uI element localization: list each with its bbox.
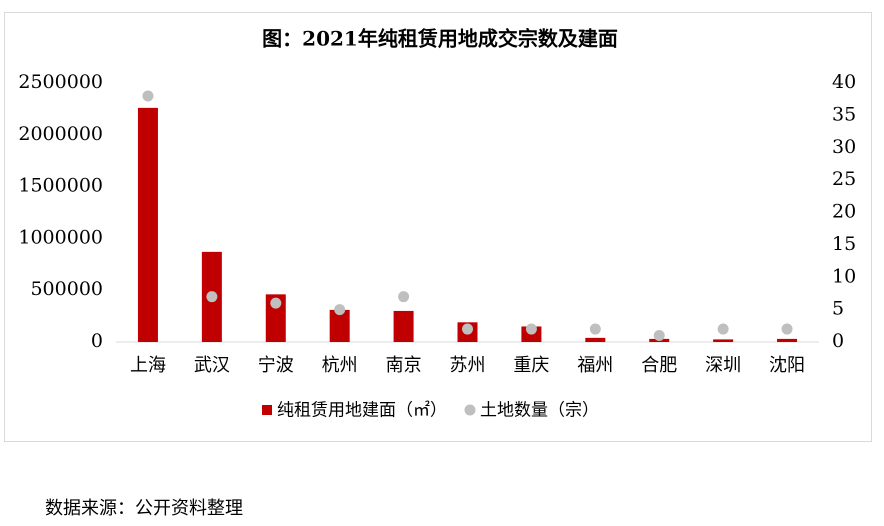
legend-swatch: [262, 405, 272, 415]
bar: [393, 310, 414, 342]
y2-tick-label: 15: [832, 233, 856, 255]
legend-label: 纯租赁用地建面（㎡）: [277, 401, 447, 421]
legend-label: 土地数量（宗）: [480, 401, 599, 421]
x-tick-label: 福州: [577, 355, 613, 376]
dot: [717, 323, 729, 335]
y-tick-label: 500000: [30, 278, 103, 300]
y-tick-label: 2500000: [18, 71, 103, 93]
bar: [137, 107, 158, 342]
bar: [585, 337, 606, 342]
x-tick-label: 上海: [130, 355, 166, 376]
y2-tick-label: 0: [832, 330, 844, 352]
y-tick-label: 0: [91, 330, 103, 352]
x-tick-label: 苏州: [450, 355, 486, 376]
x-tick-label: 武汉: [194, 355, 230, 376]
source-note: 数据来源：公开资料整理: [45, 498, 243, 519]
dot: [589, 323, 601, 335]
x-tick-label: 杭州: [322, 355, 358, 376]
y2-tick-label: 35: [832, 103, 856, 125]
bar: [265, 294, 286, 342]
dot: [525, 323, 537, 335]
dot: [270, 297, 282, 309]
y-tick-label: 2000000: [18, 123, 103, 145]
dot: [653, 330, 665, 342]
bar: [713, 339, 734, 342]
y2-tick-label: 40: [832, 71, 856, 93]
chart-frame: [4, 12, 872, 442]
bar: [777, 338, 798, 342]
x-tick-label: 南京: [386, 355, 422, 376]
dot: [462, 323, 473, 335]
y2-tick-label: 30: [832, 136, 856, 158]
chart-title: 图：2021年纯租赁用地成交宗数及建面: [262, 27, 618, 51]
x-tick-label: 宁波: [258, 355, 294, 376]
dot: [142, 90, 154, 102]
legend-swatch: [464, 404, 476, 416]
y-tick-label: 1000000: [18, 226, 103, 248]
y2-tick-label: 10: [832, 265, 856, 287]
y-tick-label: 1500000: [18, 175, 103, 197]
x-tick-label: 合肥: [641, 355, 677, 376]
y2-tick-label: 20: [832, 201, 856, 223]
dot: [398, 291, 410, 303]
x-tick-label: 沈阳: [769, 355, 805, 376]
dot: [206, 291, 218, 303]
dot: [334, 304, 346, 316]
x-tick-label: 深圳: [705, 355, 741, 376]
y2-tick-label: 25: [832, 168, 856, 190]
bar: [329, 309, 350, 342]
y2-tick-label: 5: [832, 298, 844, 320]
chart: 图：2021年纯租赁用地成交宗数及建面 0 500000 1000000 150000…: [4, 12, 872, 442]
x-tick-label: 重庆: [513, 355, 549, 376]
dot: [781, 323, 793, 335]
